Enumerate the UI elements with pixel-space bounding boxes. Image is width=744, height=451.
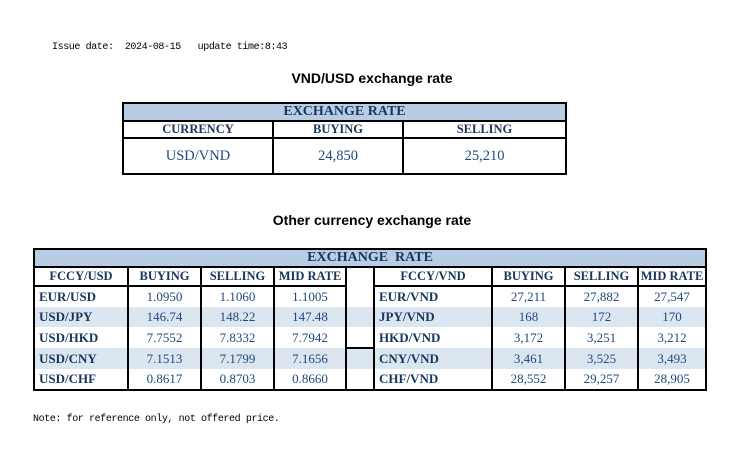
vnd-usd-title: VND/USD exchange rate <box>291 70 453 86</box>
buying-cell: 27,211 <box>491 286 566 307</box>
pair-cell: EUR/VND <box>373 286 493 307</box>
selling-header: SELLING <box>200 266 275 287</box>
selling-cell: 7.1799 <box>200 348 275 369</box>
buying-cell: 3,172 <box>491 327 566 348</box>
spacer-column <box>345 286 375 307</box>
pair-cell: USD/JPY <box>33 307 129 327</box>
table-row: USD/JPY 146.74 148.22 147.48 JPY/VND 168… <box>33 307 708 327</box>
table-row: USD/HKD 7.7552 7.8332 7.7942 HKD/VND 3,1… <box>33 327 708 349</box>
issue-date-line: Issue date: 2024-08-15 update time:8:43 <box>52 42 288 53</box>
usd-vnd-row: USD/VND 24,850 25,210 <box>122 137 567 175</box>
table-row: USD/CNY 7.1513 7.1799 7.1656 CNY/VND 3,4… <box>33 348 708 369</box>
buying-header: BUYING <box>272 120 404 139</box>
mid-rate-cell: 170 <box>636 307 708 327</box>
fccy-usd-header: FCCY/USD <box>33 266 129 287</box>
table-band-row: EXCHANGE RATE <box>32 248 708 268</box>
fccy-vnd-header: FCCY/VND <box>373 266 493 287</box>
selling-cell: 27,882 <box>564 286 639 307</box>
buying-cell: 7.7552 <box>127 327 202 348</box>
buying-cell: 7.1513 <box>127 348 202 369</box>
other-currency-table: EXCHANGE RATE FCCY/USD BUYING SELLING MI… <box>32 248 708 391</box>
pair-cell: USD/HKD <box>33 327 129 348</box>
selling-cell: 3,251 <box>564 327 639 348</box>
selling-cell: 172 <box>564 307 639 327</box>
currency-cell: USD/VND <box>122 137 274 175</box>
table-row: USD/CHF 0.8617 0.8703 0.8660 CHF/VND 28,… <box>33 369 708 391</box>
pair-cell: EUR/USD <box>33 286 129 307</box>
spacer-column <box>345 266 375 286</box>
buying-cell: 1.0950 <box>127 286 202 307</box>
column-header-row: FCCY/USD BUYING SELLING MID RATE FCCY/VN… <box>33 266 708 287</box>
buying-cell: 168 <box>491 307 566 327</box>
mid-rate-cell: 7.7942 <box>273 327 347 348</box>
buying-cell: 146.74 <box>127 307 202 327</box>
spacer-column <box>345 327 375 349</box>
pair-cell: CHF/VND <box>373 369 493 391</box>
spacer-column <box>345 307 375 327</box>
table-band-row: EXCHANGE RATE <box>122 102 567 122</box>
buying-cell: 0.8617 <box>127 369 202 391</box>
mid-rate-cell: 0.8660 <box>273 369 347 391</box>
buying-cell: 24,850 <box>272 137 404 175</box>
selling-cell: 0.8703 <box>200 369 275 391</box>
mid-rate-cell: 7.1656 <box>273 348 347 369</box>
mid-rate-cell: 3,212 <box>636 327 708 348</box>
buying-cell: 28,552 <box>491 369 566 391</box>
pair-cell: USD/CHF <box>33 369 129 391</box>
column-header-row: CURRENCY BUYING SELLING <box>122 120 567 139</box>
selling-header: SELLING <box>402 120 567 139</box>
mid-rate-header: MID RATE <box>636 266 708 287</box>
exchange-rate-band: EXCHANGE RATE <box>122 102 567 122</box>
exchange-rate-band: EXCHANGE RATE <box>32 248 708 268</box>
other-currency-title: Other currency exchange rate <box>272 212 472 228</box>
selling-cell: 7.8332 <box>200 327 275 348</box>
mid-rate-cell: 3,493 <box>636 348 708 369</box>
spacer-column <box>345 369 375 391</box>
mid-rate-header: MID RATE <box>273 266 347 287</box>
spacer-column <box>345 348 375 369</box>
note-line: Note: for reference only, not offered pr… <box>33 414 280 425</box>
table-row: EUR/USD 1.0950 1.1060 1.1005 EUR/VND 27,… <box>33 286 708 307</box>
currency-header: CURRENCY <box>122 120 274 139</box>
buying-header: BUYING <box>491 266 566 287</box>
vnd-usd-table: EXCHANGE RATE CURRENCY BUYING SELLING US… <box>122 102 567 175</box>
pair-cell: JPY/VND <box>373 307 493 327</box>
buying-header: BUYING <box>127 266 202 287</box>
selling-cell: 3,525 <box>564 348 639 369</box>
selling-cell: 1.1060 <box>200 286 275 307</box>
mid-rate-cell: 28,905 <box>636 369 708 391</box>
selling-cell: 29,257 <box>564 369 639 391</box>
selling-cell: 25,210 <box>402 137 567 175</box>
pair-cell: CNY/VND <box>373 348 493 369</box>
pair-cell: HKD/VND <box>373 327 493 348</box>
mid-rate-cell: 27,547 <box>636 286 708 307</box>
pair-cell: USD/CNY <box>33 348 129 369</box>
selling-cell: 148.22 <box>200 307 275 327</box>
buying-cell: 3,461 <box>491 348 566 369</box>
mid-rate-cell: 1.1005 <box>273 286 347 307</box>
selling-header: SELLING <box>564 266 639 287</box>
mid-rate-cell: 147.48 <box>273 307 347 327</box>
